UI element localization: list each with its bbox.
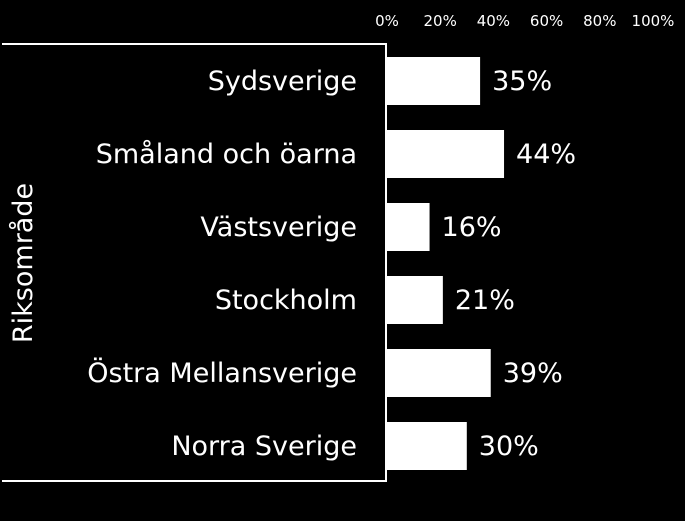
bar xyxy=(387,57,481,105)
category-label: Stockholm xyxy=(215,285,357,316)
x-axis-ticks: 0% 20% 40% 60% 80% 100% xyxy=(375,12,674,30)
category-axis-frame xyxy=(2,43,387,482)
category-label: Norra Sverige xyxy=(171,431,357,462)
value-label: 39% xyxy=(503,358,563,389)
x-tick-label: 40% xyxy=(477,12,510,30)
bar xyxy=(387,276,443,324)
x-tick-label: 80% xyxy=(583,12,616,30)
category-label: Sydsverige xyxy=(208,66,357,97)
category-label: Småland och öarna xyxy=(96,139,357,170)
bar xyxy=(387,349,491,397)
x-tick-label: 0% xyxy=(375,12,399,30)
x-tick-label: 60% xyxy=(530,12,563,30)
bar xyxy=(387,130,505,178)
x-tick-label: 20% xyxy=(424,12,457,30)
category-label: Västsverige xyxy=(200,212,357,243)
value-label: 21% xyxy=(455,285,515,316)
bar xyxy=(387,203,430,251)
bar xyxy=(387,422,467,470)
value-label: 35% xyxy=(492,66,552,97)
y-axis-label: Riksområde xyxy=(8,183,39,343)
bars-group: Sydsverige 35% Småland och öarna 44% Västsve… xyxy=(87,57,576,470)
value-label: 30% xyxy=(479,431,539,462)
x-tick-label: 100% xyxy=(632,12,675,30)
value-label: 44% xyxy=(516,139,576,170)
category-label: Östra Mellansverige xyxy=(87,357,357,389)
value-label: 16% xyxy=(442,212,502,243)
